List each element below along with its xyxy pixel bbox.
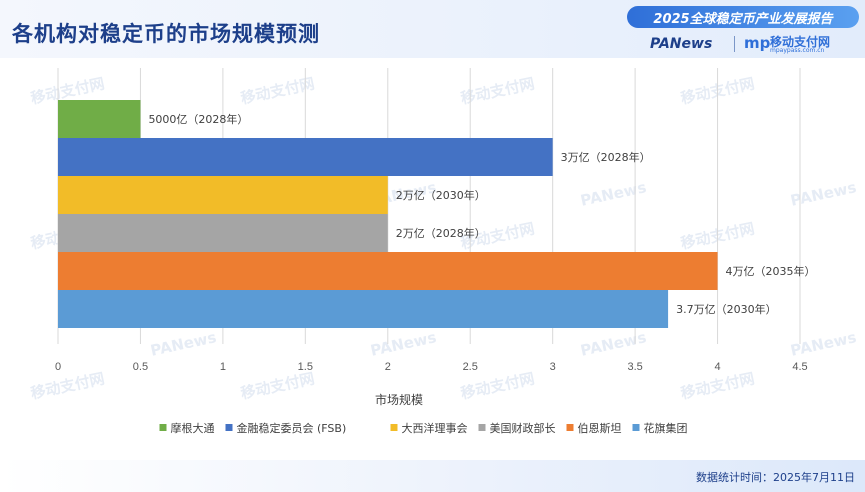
legend-label: 美国财政部长 (490, 421, 556, 435)
mpaypass-logo: 移动支付网 (770, 35, 831, 49)
bar (58, 138, 553, 176)
data-label: 4万亿（2035年） (726, 264, 816, 278)
data-label: 3万亿（2028年） (561, 150, 651, 164)
legend-label: 大西洋理事会 (402, 421, 468, 435)
legend-label: 金融稳定委员会 (FSB) (237, 421, 347, 435)
mpaypass-logo-icon: mp (744, 34, 771, 52)
x-tick-label: 1.5 (298, 361, 313, 373)
legend-swatch (390, 424, 398, 431)
page-title: 各机构对稳定币的市场规模预测 (12, 22, 320, 46)
x-tick-label: 0 (55, 361, 61, 373)
bar (58, 100, 141, 138)
bar (58, 214, 388, 252)
x-tick-label: 1 (220, 361, 226, 373)
mpaypass-logo-url: mpaypass.com.cn (770, 47, 825, 54)
legend-swatch (566, 424, 574, 431)
stats-time: 数据统计时间：2025年7月11日 (696, 471, 855, 484)
legend-swatch (478, 424, 486, 431)
bar (58, 176, 388, 214)
legend-label: 摩根大通 (171, 421, 215, 435)
data-label: 3.7万亿（2030年） (676, 302, 777, 316)
report-title-badge: 2025全球稳定币产业发展报告 (627, 6, 859, 28)
bar (58, 252, 718, 290)
bar (58, 290, 669, 328)
x-tick-label: 4 (714, 361, 720, 373)
legend-swatch (632, 424, 640, 431)
legend-swatch (225, 424, 233, 431)
x-tick-label: 0.5 (133, 361, 148, 373)
data-label: 2万亿（2028年） (396, 226, 486, 240)
x-tick-label: 2.5 (463, 361, 478, 373)
x-tick-label: 2 (385, 361, 391, 373)
data-label: 2万亿（2030年） (396, 188, 486, 202)
x-tick-label: 3.5 (627, 361, 642, 373)
x-axis-title: 市场规模 (375, 392, 423, 407)
brand-divider (734, 36, 735, 52)
legend-label: 花旗集团 (644, 421, 688, 435)
legend-swatch (159, 424, 167, 431)
legend-label: 伯恩斯坦 (578, 421, 622, 435)
x-tick-label: 3 (550, 361, 556, 373)
x-tick-label: 4.5 (792, 361, 807, 373)
panews-logo: PANews (650, 36, 713, 52)
footer-band (0, 460, 865, 492)
data-label: 5000亿（2028年） (148, 112, 248, 126)
